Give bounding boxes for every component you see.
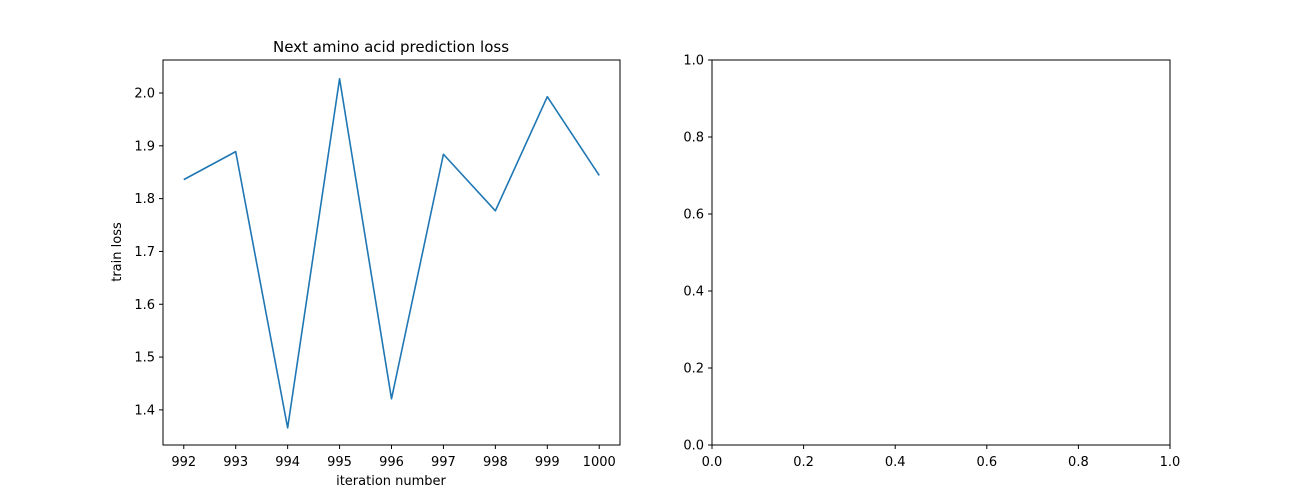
y-tick-label: 1.4: [134, 403, 155, 418]
x-tick-label: 997: [431, 455, 456, 470]
series-line: [183, 77, 600, 429]
x-tick-label: 0.2: [793, 455, 814, 470]
right-subplot: 0.0 0.2 0.4 0.6 0.8 1.0 0.0 0.2 0.4 0.6 0.8 1.0: [683, 54, 1180, 471]
x-tick-label: 1.0: [1160, 455, 1181, 470]
x-ticks: 992 993 994 995 996 997 998 999 1000: [171, 445, 616, 470]
x-tick-label: 992: [171, 455, 196, 470]
y-tick-label: 1.6: [134, 298, 155, 313]
x-ticks: 0.0 0.2 0.4 0.6 0.8 1.0: [702, 445, 1181, 470]
y-tick-label: 1.7: [134, 245, 155, 260]
x-tick-label: 0.8: [1068, 455, 1089, 470]
y-tick-label: 1.8: [134, 192, 155, 207]
x-axis-label: iteration number: [336, 474, 446, 489]
x-tick-label: 1000: [583, 455, 616, 470]
x-tick-label: 999: [535, 455, 560, 470]
x-tick-label: 995: [327, 455, 352, 470]
x-tick-label: 0.0: [702, 455, 723, 470]
x-tick-label: 996: [379, 455, 404, 470]
y-tick-label: 1.0: [683, 54, 704, 69]
left-subplot: Next amino acid prediction loss 992 993 99…: [110, 38, 621, 489]
y-ticks: 0.0 0.2 0.4 0.6 0.8 1.0: [683, 54, 712, 454]
y-ticks: 1.4 1.5 1.6 1.7 1.8 1.9 2.0: [134, 87, 163, 418]
y-tick-label: 2.0: [134, 87, 155, 102]
y-tick-label: 0.2: [683, 362, 704, 377]
y-axis-label: train loss: [110, 222, 125, 282]
x-tick-label: 998: [483, 455, 508, 470]
series-layer: [183, 77, 600, 429]
chart-title: Next amino acid prediction loss: [273, 38, 509, 56]
x-tick-label: 0.4: [885, 455, 906, 470]
y-tick-label: 0.8: [683, 131, 704, 146]
y-tick-label: 1.9: [134, 139, 155, 154]
y-tick-label: 0.0: [683, 439, 704, 454]
x-tick-label: 993: [223, 455, 248, 470]
plot-frame: [162, 59, 621, 446]
y-tick-label: 1.5: [134, 351, 155, 366]
x-tick-label: 0.6: [976, 455, 997, 470]
y-tick-label: 0.6: [683, 208, 704, 223]
y-tick-label: 0.4: [683, 285, 704, 300]
x-tick-label: 994: [275, 455, 300, 470]
plot-frame: [711, 59, 1171, 446]
